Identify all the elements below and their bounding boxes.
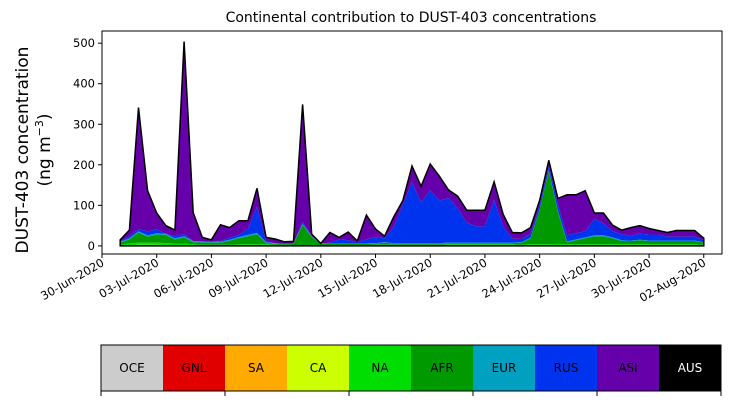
y-tick-label: 500 [73, 36, 95, 50]
x-tick-label: 27-Jul-2020 [534, 255, 599, 300]
y-axis-label: DUST-403 concentration (ng m−3) [13, 47, 55, 254]
y-tick-label: 200 [73, 158, 95, 172]
legend-label-sa: SA [248, 361, 265, 375]
x-tick-label: 15-Jul-2020 [315, 255, 380, 300]
legend-label-eur: EUR [492, 361, 517, 375]
legend-label-asi: ASI [618, 361, 637, 375]
legend: OCE GNL SA CA NA AFR EUR RUS ASI AUS [100, 344, 722, 396]
chart-title: Continental contribution to DUST-403 con… [226, 10, 597, 26]
legend-swatch-afr [411, 345, 473, 391]
legend-swatch-gnl [163, 345, 225, 391]
legend-label-aus: AUS [678, 361, 703, 375]
y-axis-label-exponent: −3 [33, 120, 46, 136]
x-tick-label: 03-Jul-2020 [96, 255, 161, 300]
legend-swatch-oce [101, 345, 163, 391]
y-axis-label-line2: (ng m−3) [33, 113, 55, 186]
legend-swatch-asi [597, 345, 659, 391]
legend-label-na: NA [371, 361, 389, 375]
legend-swatch-na [349, 345, 411, 391]
legend-label-afr: AFR [430, 361, 453, 375]
x-tick-label: 06-Jul-2020 [151, 255, 216, 300]
y-axis-label-unit: (ng m [35, 136, 55, 186]
y-axis-label-line1: DUST-403 concentration [13, 47, 33, 254]
y-tick-label: 100 [73, 198, 95, 212]
legend-label-oce: OCE [119, 361, 144, 375]
plot-frame [101, 30, 723, 255]
x-tick-label: 12-Jul-2020 [261, 255, 326, 300]
area-rus [120, 166, 704, 244]
area-afr [120, 171, 704, 246]
y-axis-label-close: ) [35, 113, 55, 120]
legend-swatch-sa [225, 345, 287, 391]
legend-label-gnl: GNL [182, 361, 207, 375]
x-tick-label: 09-Jul-2020 [206, 255, 271, 300]
x-tick-label: 18-Jul-2020 [370, 255, 435, 300]
x-axis: 30-Jun-202003-Jul-202006-Jul-202009-Jul-… [38, 254, 708, 305]
x-tick-label: 24-Jul-2020 [479, 255, 544, 300]
y-axis: 0 100 200 300 400 500 [73, 36, 102, 253]
legend-swatch-ca [287, 345, 349, 391]
legend-frame [100, 344, 722, 392]
x-tick-label: 21-Jul-2020 [425, 255, 490, 300]
total-outline [119, 41, 705, 247]
legend-label-rus: RUS [554, 361, 579, 375]
legend-swatch-rus [535, 345, 597, 391]
y-tick-label: 400 [73, 77, 95, 91]
y-tick-label: 0 [88, 239, 95, 253]
area-series-group [120, 41, 704, 246]
legend-swatch-eur [473, 345, 535, 391]
area-asi [120, 41, 704, 244]
legend-label-ca: CA [310, 361, 327, 375]
y-tick-label: 300 [73, 117, 95, 131]
x-tick-label: 30-Jun-2020 [38, 255, 106, 303]
area-na [120, 242, 704, 246]
legend-swatch-aus [659, 345, 721, 391]
